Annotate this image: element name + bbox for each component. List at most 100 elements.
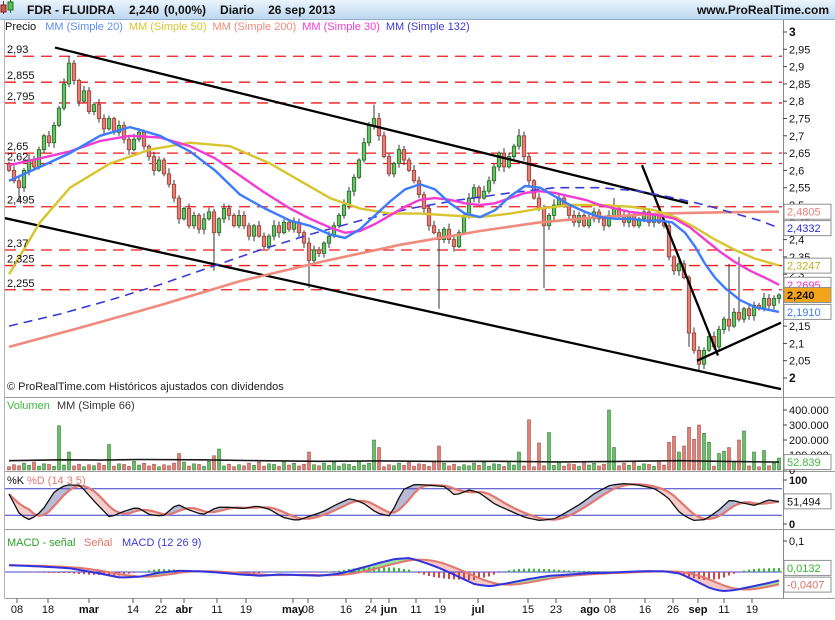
price-axis[interactable]: 32,952,92,852,82,752,72,652,62,552,52,45… xyxy=(783,25,832,385)
macd-histogram-bar xyxy=(408,569,410,572)
macd-histogram-bar xyxy=(263,572,265,573)
ma-line-30[interactable] xyxy=(8,134,780,286)
level-price-label: 2,62 xyxy=(7,151,28,163)
candle-body xyxy=(156,159,162,171)
change-percent: (0,00%) xyxy=(164,2,207,17)
candle-body xyxy=(271,225,277,237)
candle-body xyxy=(566,204,572,216)
stoch-axis[interactable]: 100 0 51,494 xyxy=(783,475,832,531)
trendline[interactable] xyxy=(640,164,720,356)
stochastic-pane[interactable]: %K %D (14 3 5) xyxy=(5,475,783,522)
volume-bar xyxy=(632,461,636,471)
macd-histogram-bar xyxy=(573,570,575,572)
volume-bar xyxy=(222,465,226,471)
volume-pane[interactable]: Volumen MM (Simple 66) xyxy=(7,400,781,471)
volume-bar xyxy=(547,432,551,471)
volume-bar xyxy=(772,462,776,471)
volume-bar xyxy=(747,465,751,471)
volume-bar xyxy=(737,439,741,471)
trendline[interactable] xyxy=(54,46,689,205)
volume-ma-line[interactable] xyxy=(8,458,780,463)
volume-bar xyxy=(87,464,91,471)
legend-precio: Precio xyxy=(5,21,37,33)
macd-histogram-bar xyxy=(153,569,155,572)
macd-histogram-bar xyxy=(168,569,170,572)
volume-bar xyxy=(52,466,56,471)
macd-histogram-bar xyxy=(333,571,335,572)
price-tick: 2,8 xyxy=(789,96,804,108)
macd-histogram-bar xyxy=(313,572,315,573)
candle-body xyxy=(11,169,17,182)
volume-bar xyxy=(147,465,151,471)
candle-body xyxy=(16,180,22,189)
level-price-label: 2,37 xyxy=(7,238,28,250)
last-price: 2,240 xyxy=(128,2,160,17)
candle-body xyxy=(366,125,372,144)
volume-bar xyxy=(627,465,631,471)
ma-line-50[interactable] xyxy=(7,141,780,275)
volume-bar xyxy=(47,464,51,471)
candle-body xyxy=(46,135,52,144)
candle-body xyxy=(86,90,92,112)
volume-bar xyxy=(277,466,281,471)
volume-bar xyxy=(167,465,171,471)
time-tick: 08 xyxy=(302,604,314,616)
ma-line-132[interactable] xyxy=(8,186,780,327)
site-link[interactable]: www.ProRealTime.com xyxy=(696,2,829,17)
ma-line-200[interactable] xyxy=(8,210,780,349)
axis-value-box xyxy=(783,286,832,303)
level-price-label: 2,65 xyxy=(7,141,28,153)
volume-bar xyxy=(67,451,71,471)
axis-value-box-label: 2,4332 xyxy=(787,223,821,235)
volume-bar xyxy=(617,465,621,471)
ma-line-20[interactable] xyxy=(8,125,780,314)
candle-body xyxy=(306,242,312,261)
symbol-label: FDR - FLUIDRA xyxy=(27,2,115,17)
price-tick: 3 xyxy=(789,25,796,39)
candle-body xyxy=(336,214,342,227)
axis-value-box-label: 2,1910 xyxy=(787,307,821,319)
macd-tick: 0,1 xyxy=(789,536,804,548)
volume-bar xyxy=(32,461,36,471)
price-pane[interactable]: 2,93 2,855 2,795 2,652,62 2,495 2,37 2,325 2,25… xyxy=(5,44,783,393)
volume-tick: 0 xyxy=(789,465,795,477)
candle-body xyxy=(61,83,67,109)
volume-bar xyxy=(77,463,81,471)
volume-bar xyxy=(417,463,421,471)
volume-bar xyxy=(422,464,426,471)
volume-bar xyxy=(357,461,361,471)
stoch-k-label: %K xyxy=(7,475,25,487)
macd-histogram-bar xyxy=(338,570,340,572)
axis-value-box-label: -0,0407 xyxy=(787,580,824,592)
axis-value-box-label: 2,3247 xyxy=(787,261,821,273)
candle-body xyxy=(716,329,722,348)
macd-line[interactable] xyxy=(8,557,780,593)
macd-histogram-bar xyxy=(343,569,345,572)
macd-histogram-bar xyxy=(533,568,535,572)
stoch-fill xyxy=(109,506,114,517)
volume-bar xyxy=(202,466,206,471)
macd-pane[interactable]: MACD - señal Señal MACD (12 26 9) xyxy=(5,537,783,593)
price-tick: 2,05 xyxy=(789,356,810,368)
trendline[interactable] xyxy=(5,217,782,391)
stoch-d-line[interactable] xyxy=(8,483,780,521)
macd-histogram-bar xyxy=(128,572,130,574)
candle-body xyxy=(381,135,387,157)
volume-bar xyxy=(347,464,351,471)
volume-bar xyxy=(312,464,316,471)
volume-bar xyxy=(397,462,401,471)
candle-body xyxy=(766,298,772,306)
volume-bar xyxy=(92,465,96,471)
trendline[interactable] xyxy=(696,321,782,362)
candle-body xyxy=(506,156,512,168)
volume-bar xyxy=(602,463,606,471)
candle-body xyxy=(551,204,557,216)
volume-bar xyxy=(122,464,126,471)
macd-axis[interactable]: 0,1 0,0132 -0,0407 xyxy=(783,536,832,593)
stoch-k-line[interactable] xyxy=(8,482,780,522)
volume-bar xyxy=(457,466,461,471)
candle-body xyxy=(51,125,57,144)
